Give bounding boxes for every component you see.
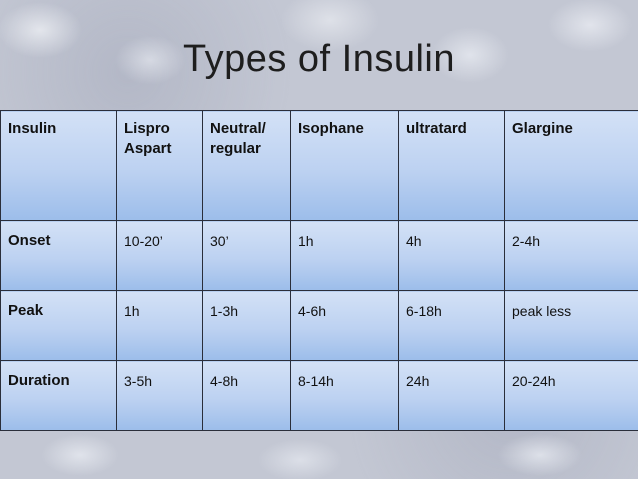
slide-title: Types of Insulin [182, 38, 456, 80]
table-cell: 4-6h [290, 290, 399, 361]
table-cell: 20-24h [504, 360, 638, 431]
table-row-onset: Onset 10-20’ 30’ 1h 4h 2-4h [0, 220, 638, 291]
header-label: Isophane [298, 120, 364, 137]
table-row-duration: Duration 3-5h 4-8h 8-14h 24h 20-24h [0, 360, 638, 431]
table-row-peak: Peak 1h 1-3h 4-6h 6-18h peak less [0, 290, 638, 361]
row-label: Duration [0, 360, 117, 431]
table-cell: 1h [116, 290, 203, 361]
header-cell-insulin: Insulin [0, 110, 117, 221]
header-label: Insulin [8, 120, 57, 137]
header-label: Neutral/regular [210, 120, 266, 157]
row-label: Onset [0, 220, 117, 291]
table-cell: 8-14h [290, 360, 399, 431]
header-cell-neutral-regular: Neutral/regular [202, 110, 291, 221]
header-cell-glargine: Glargine [504, 110, 638, 221]
table-cell: 4-8h [202, 360, 291, 431]
table-cell: 24h [398, 360, 505, 431]
row-label: Peak [0, 290, 117, 361]
table-cell: peak less [504, 290, 638, 361]
header-label: Lispro Aspart [124, 120, 172, 157]
header-cell-lispro-aspart: Lispro Aspart [116, 110, 203, 221]
table-cell: 6-18h [398, 290, 505, 361]
insulin-types-table: Insulin Lispro Aspart Neutral/regular Iso… [0, 110, 638, 431]
header-cell-ultratard: ultratard [398, 110, 505, 221]
table-cell: 30’ [202, 220, 291, 291]
table-cell: 10-20’ [116, 220, 203, 291]
header-label: Glargine [512, 120, 573, 137]
table-cell: 3-5h [116, 360, 203, 431]
table-cell: 1-3h [202, 290, 291, 361]
table-cell: 1h [290, 220, 399, 291]
table-cell: 4h [398, 220, 505, 291]
table-header-row: Insulin Lispro Aspart Neutral/regular Iso… [0, 110, 638, 221]
header-cell-isophane: Isophane [290, 110, 399, 221]
header-label: ultratard [406, 120, 467, 137]
table-cell: 2-4h [504, 220, 638, 291]
